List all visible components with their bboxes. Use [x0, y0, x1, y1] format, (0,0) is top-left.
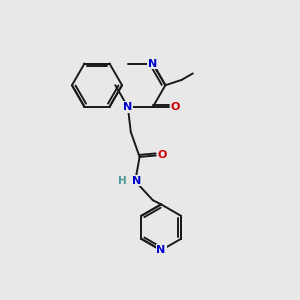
Text: N: N [148, 58, 158, 68]
Text: N: N [132, 176, 141, 185]
Text: N: N [123, 102, 133, 112]
Text: O: O [171, 102, 180, 112]
Text: H: H [118, 176, 127, 185]
Text: O: O [158, 151, 167, 160]
Text: N: N [157, 245, 166, 255]
